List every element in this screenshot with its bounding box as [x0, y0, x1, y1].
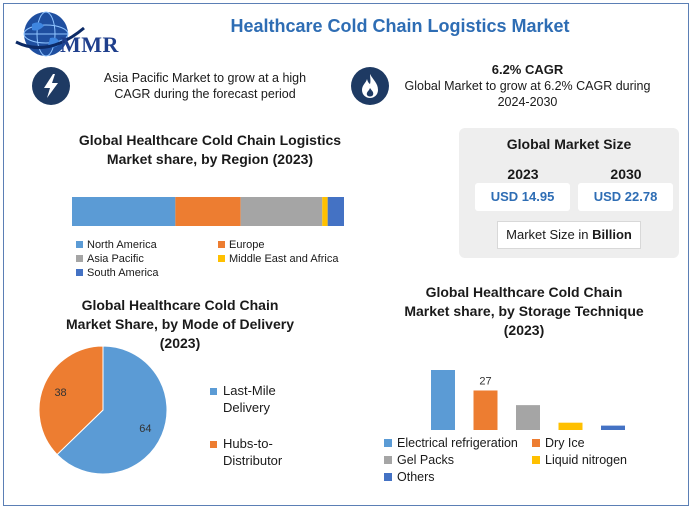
cagr-title: 6.2% CAGR: [491, 62, 564, 77]
region-bar-segment: [240, 197, 323, 226]
region-chart-title: Global Healthcare Cold Chain Logistics M…: [78, 132, 342, 167]
storage-bar: [473, 390, 498, 430]
legend-swatch: [76, 241, 83, 248]
pie-data-label: 64: [139, 423, 151, 435]
region-legend-item: Middle East and Africa: [218, 253, 338, 265]
region-legend-label: South America: [87, 267, 159, 279]
market-size-panel: Global Market Size 2023 2030 USD 14.95 U…: [459, 128, 679, 258]
region-legend-item: North America: [76, 239, 157, 251]
unit-card: Market Size in Billion: [497, 221, 641, 249]
storage-bar: [601, 425, 625, 430]
pie-legend-label: Hubs-to-Distributor: [223, 436, 283, 468]
value-2023-card: USD 14.95: [475, 183, 570, 211]
year-2030-label: 2030: [610, 166, 642, 182]
unit-bold: Billion: [592, 227, 632, 242]
delivery-chart-title: Global Healthcare Cold Chain Market Shar…: [66, 297, 294, 351]
storage-bar-chart: 27: [431, 370, 625, 430]
storage-legend-item: Liquid nitrogen: [532, 453, 627, 467]
storage-legend-label: Others: [397, 470, 435, 484]
pie-legend-item: Last-Mile Delivery: [210, 382, 310, 416]
pie-legend-label: Last-Mile Delivery: [223, 383, 276, 415]
region-legend-item: Asia Pacific: [76, 253, 144, 265]
storage-legend-label: Electrical refrigeration: [397, 436, 518, 450]
legend-swatch: [384, 473, 392, 481]
region-bar-segment: [72, 197, 176, 226]
logo-text: MMR: [60, 32, 119, 57]
storage-legend-item: Dry Ice: [532, 436, 585, 450]
legend-swatch: [218, 255, 225, 262]
storage-legend-item: Gel Packs: [384, 453, 454, 467]
infographic-frame: [3, 3, 689, 506]
flame-icon: [351, 67, 389, 105]
region-legend-item: South America: [76, 267, 159, 279]
legend-swatch: [532, 439, 540, 447]
region-bar-segment: [175, 197, 241, 226]
cagr-note-block: 6.2% CAGR Global Market to grow at 6.2% …: [395, 62, 660, 110]
pie-legend-item: Hubs-to-Distributor: [210, 435, 310, 469]
legend-swatch: [384, 456, 392, 464]
region-legend-label: Asia Pacific: [87, 253, 144, 265]
region-legend-label: Middle East and Africa: [229, 253, 339, 265]
region-bar-segment: [327, 197, 344, 226]
delivery-pie-chart: 64 38: [38, 345, 168, 475]
region-stacked-bar: [72, 197, 344, 226]
storage-legend-label: Dry Ice: [545, 436, 585, 450]
year-2023-label: 2023: [507, 166, 539, 182]
storage-bar: [558, 422, 583, 430]
region-legend-item: Europe: [218, 239, 264, 251]
storage-bar: [431, 370, 455, 430]
legend-swatch: [210, 441, 217, 448]
legend-swatch: [532, 456, 540, 464]
globe-icon: [15, 11, 85, 57]
market-size-title: Global Market Size: [506, 136, 632, 152]
region-legend-label: North America: [87, 239, 157, 251]
pie-slice: [56, 345, 168, 475]
legend-swatch: [76, 255, 83, 262]
region-legend-label: Europe: [229, 239, 265, 251]
legend-swatch: [384, 439, 392, 447]
legend-swatch: [210, 388, 217, 395]
legend-swatch: [76, 269, 83, 276]
storage-chart-title: Global Healthcare Cold Chain Market shar…: [404, 284, 644, 338]
unit-prefix: Market Size in: [506, 227, 593, 242]
storage-legend-item: Electrical refrigeration: [384, 436, 518, 450]
storage-legend-item: Others: [384, 470, 435, 484]
pie-slice: [38, 345, 104, 456]
storage-bar: [516, 405, 540, 430]
asia-pacific-note: Asia Pacific Market to grow at a high CA…: [103, 71, 307, 101]
cagr-note: Global Market to grow at 6.2% CAGR durin…: [404, 79, 651, 109]
storage-legend-label: Liquid nitrogen: [545, 453, 628, 467]
value-2030-card: USD 22.78: [578, 183, 673, 211]
storage-data-label: 27: [479, 375, 491, 387]
pie-data-label: 38: [54, 387, 66, 399]
mmr-logo: [15, 11, 85, 57]
region-bar-segment: [322, 197, 328, 226]
lightning-bolt-icon: [32, 67, 70, 105]
storage-legend-label: Gel Packs: [397, 453, 454, 467]
page-title: Healthcare Cold Chain Logistics Market: [230, 16, 570, 36]
legend-swatch: [218, 241, 225, 248]
